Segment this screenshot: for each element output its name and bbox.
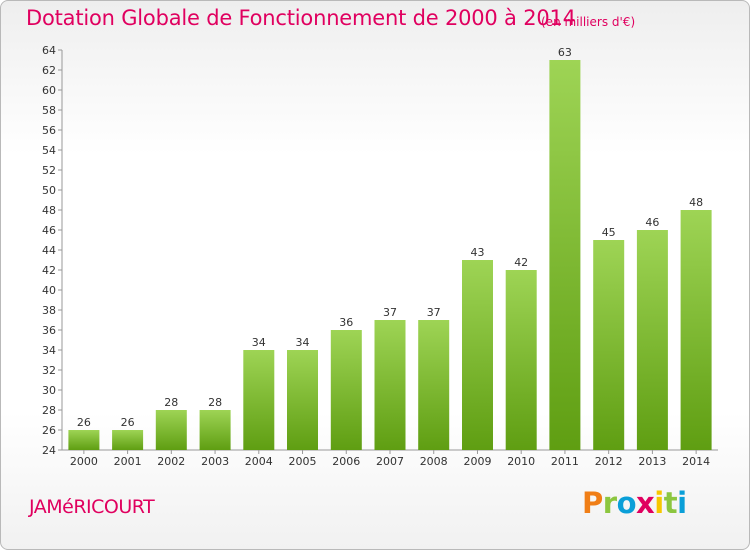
- y-tick-label: 48: [42, 204, 56, 217]
- data-label: 43: [471, 246, 485, 259]
- proxiti-logo[interactable]: Proxiti: [582, 486, 687, 520]
- data-label: 63: [558, 46, 572, 59]
- data-label: 42: [514, 256, 528, 269]
- data-label: 28: [208, 396, 222, 409]
- data-label: 46: [645, 216, 659, 229]
- bar-2011: [549, 60, 581, 450]
- data-label: 28: [164, 396, 178, 409]
- logo-letter: i: [677, 486, 687, 520]
- x-tick-label: 2010: [507, 455, 535, 468]
- data-label: 36: [339, 316, 353, 329]
- y-tick-label: 28: [42, 404, 56, 417]
- y-tick-label: 54: [42, 144, 56, 157]
- x-tick-label: 2014: [682, 455, 710, 468]
- data-labels: 26 26 28 28 34 34 36 37 37 43 42 63 45 46 48: [77, 46, 703, 429]
- data-label: 26: [77, 416, 91, 429]
- data-label: 45: [602, 226, 616, 239]
- logo-letter: P: [582, 486, 603, 520]
- y-tick-label: 62: [42, 64, 56, 77]
- bar-2006: [330, 330, 362, 450]
- bar-2010: [505, 270, 537, 450]
- bar-2005: [287, 350, 318, 450]
- y-tick-label: 36: [42, 324, 56, 337]
- bars: [68, 60, 712, 450]
- y-tick-label: 44: [42, 244, 56, 257]
- y-tick-label: 46: [42, 224, 56, 237]
- unit-note: (en milliers d'€): [541, 15, 636, 29]
- data-label: 37: [427, 306, 441, 319]
- logo-letter: i: [654, 486, 664, 520]
- bar-2003: [199, 410, 231, 450]
- bar-2014: [680, 210, 712, 450]
- x-tick-label: 2005: [289, 455, 317, 468]
- bar-2009: [462, 260, 493, 450]
- data-label: 34: [252, 336, 266, 349]
- x-tick-label: 2002: [157, 455, 185, 468]
- logo-letter: t: [663, 486, 678, 520]
- y-tick-label: 32: [42, 364, 56, 377]
- x-tick-label: 2013: [638, 455, 666, 468]
- y-tick-label: 40: [42, 284, 56, 297]
- x-tick-label: 2004: [245, 455, 273, 468]
- chart-title: Dotation Globale de Fonctionnement de 20…: [26, 6, 576, 30]
- bar-2004: [243, 350, 275, 450]
- y-tick-label: 26: [42, 424, 56, 437]
- bar-2013: [636, 230, 668, 450]
- logo-letter: r: [602, 486, 617, 520]
- x-tick-label: 2001: [114, 455, 142, 468]
- bar-2008: [418, 320, 450, 450]
- y-tick-label: 52: [42, 164, 56, 177]
- data-label: 48: [689, 196, 703, 209]
- y-tick-label: 50: [42, 184, 56, 197]
- x-tick-label: 2008: [420, 455, 448, 468]
- y-tick-label: 24: [42, 444, 56, 457]
- x-tick-label: 2003: [201, 455, 229, 468]
- y-tick-label: 60: [42, 84, 56, 97]
- x-tick-label: 2011: [551, 455, 579, 468]
- data-label: 34: [296, 336, 310, 349]
- x-tick-label: 2009: [464, 455, 492, 468]
- y-tick-label: 30: [42, 384, 56, 397]
- bar-2007: [374, 320, 406, 450]
- y-tick-label: 58: [42, 104, 56, 117]
- x-tick-label: 2000: [70, 455, 98, 468]
- y-tick-label: 56: [42, 124, 56, 137]
- x-tick-label: 2006: [332, 455, 360, 468]
- bar-2002: [155, 410, 187, 450]
- x-tick-label: 2007: [376, 455, 404, 468]
- x-tick-label: 2012: [595, 455, 623, 468]
- y-tick-label: 42: [42, 264, 56, 277]
- data-label: 26: [121, 416, 135, 429]
- y-tick-label: 34: [42, 344, 56, 357]
- data-label: 37: [383, 306, 397, 319]
- bar-2012: [593, 240, 625, 450]
- y-tick-label: 64: [42, 44, 56, 57]
- commune-name: JAMéRICOURT: [29, 496, 155, 518]
- logo-letter: o: [616, 486, 637, 520]
- y-tick-label: 38: [42, 304, 56, 317]
- logo-letter: x: [636, 486, 655, 520]
- bar-2000: [68, 430, 100, 450]
- bar-2001: [112, 430, 144, 450]
